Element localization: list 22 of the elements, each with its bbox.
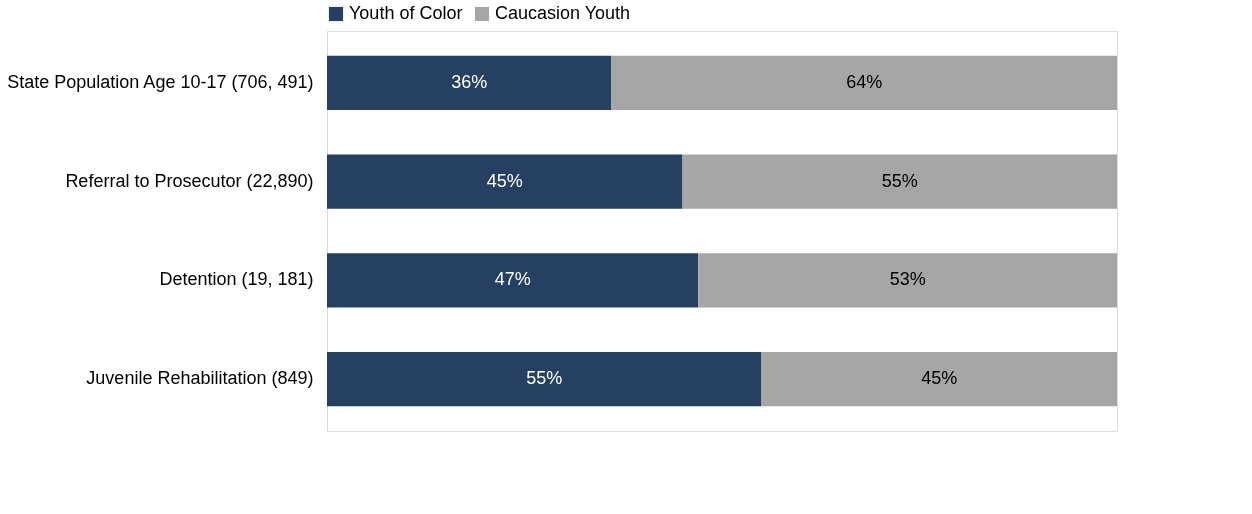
- data-label: 36%: [451, 71, 488, 92]
- data-label: 47%: [494, 269, 531, 290]
- y-tick-label: State Population Age 10-17 (706, 491): [7, 71, 314, 92]
- bar: [327, 154, 683, 209]
- bar: [761, 351, 1117, 407]
- y-tick-label: Detention (19, 181): [159, 269, 314, 290]
- legend-label: Caucasion Youth: [495, 3, 631, 23]
- bar: [327, 351, 762, 407]
- y-tick-label: Referral to Prosecutor (22,890): [65, 170, 314, 191]
- data-label: 55%: [526, 368, 563, 389]
- data-label: 55%: [881, 170, 918, 191]
- legend-label: Youth of Color: [349, 3, 463, 23]
- y-tick-label: Juvenile Rehabilitation (849): [86, 368, 314, 389]
- bar: [682, 154, 1117, 209]
- bar: [611, 55, 1117, 111]
- data-label: 64%: [846, 71, 883, 92]
- bar: [698, 253, 1117, 308]
- data-label: 53%: [889, 269, 926, 290]
- data-label: 45%: [486, 170, 523, 191]
- bar: [327, 253, 699, 308]
- bar: [327, 55, 612, 111]
- data-label: 45%: [921, 368, 958, 389]
